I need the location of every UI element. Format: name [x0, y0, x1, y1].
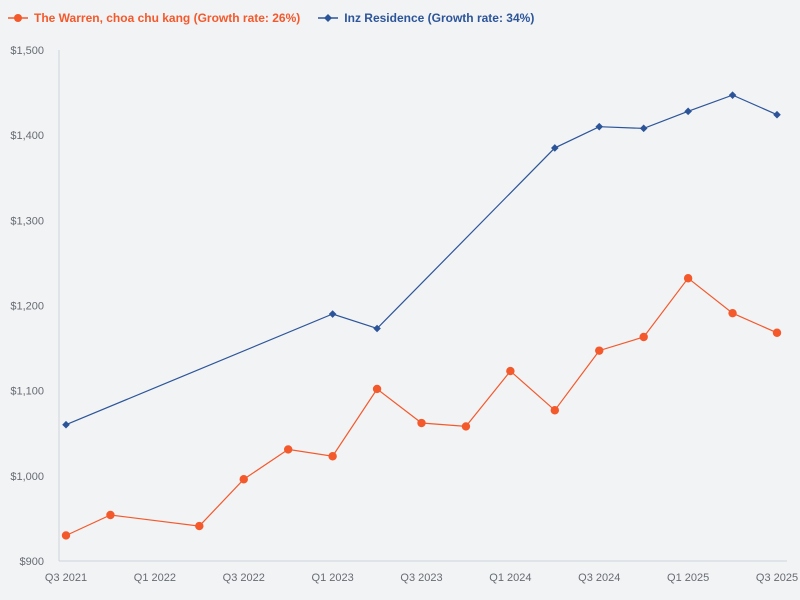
data-point: [684, 107, 692, 116]
data-point: [639, 332, 648, 342]
data-point: [728, 308, 737, 318]
data-point: [595, 346, 604, 355]
legend-marker-diamond-icon: [318, 14, 339, 22]
data-point: [372, 384, 382, 394]
x-tick-label: Q1 2024: [489, 572, 531, 584]
legend-label-inz: Inz Residence (Growth rate: 34%): [344, 11, 535, 25]
legend-marker-circle-icon: [8, 14, 28, 22]
x-tick-label: Q3 2024: [578, 572, 620, 584]
data-point: [639, 124, 648, 133]
data-point: [551, 144, 559, 152]
series-line-1: [65, 94, 778, 426]
data-point: [239, 475, 248, 484]
data-point: [62, 420, 70, 429]
x-tick-label: Q1 2023: [312, 572, 354, 584]
x-tick-label: Q3 2021: [45, 572, 87, 584]
y-tick-label: $1,000: [10, 471, 44, 483]
x-tick-label: Q1 2025: [667, 572, 709, 584]
data-point: [683, 274, 693, 283]
data-point: [461, 422, 471, 431]
data-point: [283, 445, 293, 454]
chart-legend: The Warren, choa chu kang (Growth rate: …: [8, 8, 534, 28]
data-point: [328, 310, 337, 318]
data-point: [328, 452, 337, 461]
data-point: [195, 521, 204, 531]
data-point: [106, 510, 115, 520]
data-point: [550, 406, 560, 415]
y-tick-label: $1,500: [10, 45, 44, 57]
y-tick-label: $900: [20, 556, 44, 568]
data-point: [373, 324, 381, 333]
data-point: [595, 122, 604, 131]
x-tick-label: Q1 2022: [134, 572, 176, 584]
legend-item-warren[interactable]: The Warren, choa chu kang (Growth rate: …: [8, 11, 300, 25]
y-tick-label: $1,400: [10, 130, 44, 142]
data-point: [506, 366, 515, 376]
data-point: [772, 328, 782, 337]
legend-label-warren: The Warren, choa chu kang (Growth rate: …: [34, 11, 301, 25]
legend-item-inz[interactable]: Inz Residence (Growth rate: 34%): [318, 11, 534, 25]
series-line-0: [65, 277, 778, 537]
data-point: [417, 418, 426, 428]
y-tick-label: $1,300: [10, 215, 44, 227]
data-point: [773, 110, 781, 119]
data-point: [728, 91, 737, 99]
y-tick-label: $1,200: [10, 301, 44, 313]
x-tick-label: Q3 2022: [223, 572, 265, 584]
data-point: [61, 531, 71, 540]
y-tick-label: $1,100: [10, 386, 44, 398]
x-tick-label: Q3 2025: [756, 572, 798, 584]
x-tick-label: Q3 2023: [400, 572, 442, 584]
